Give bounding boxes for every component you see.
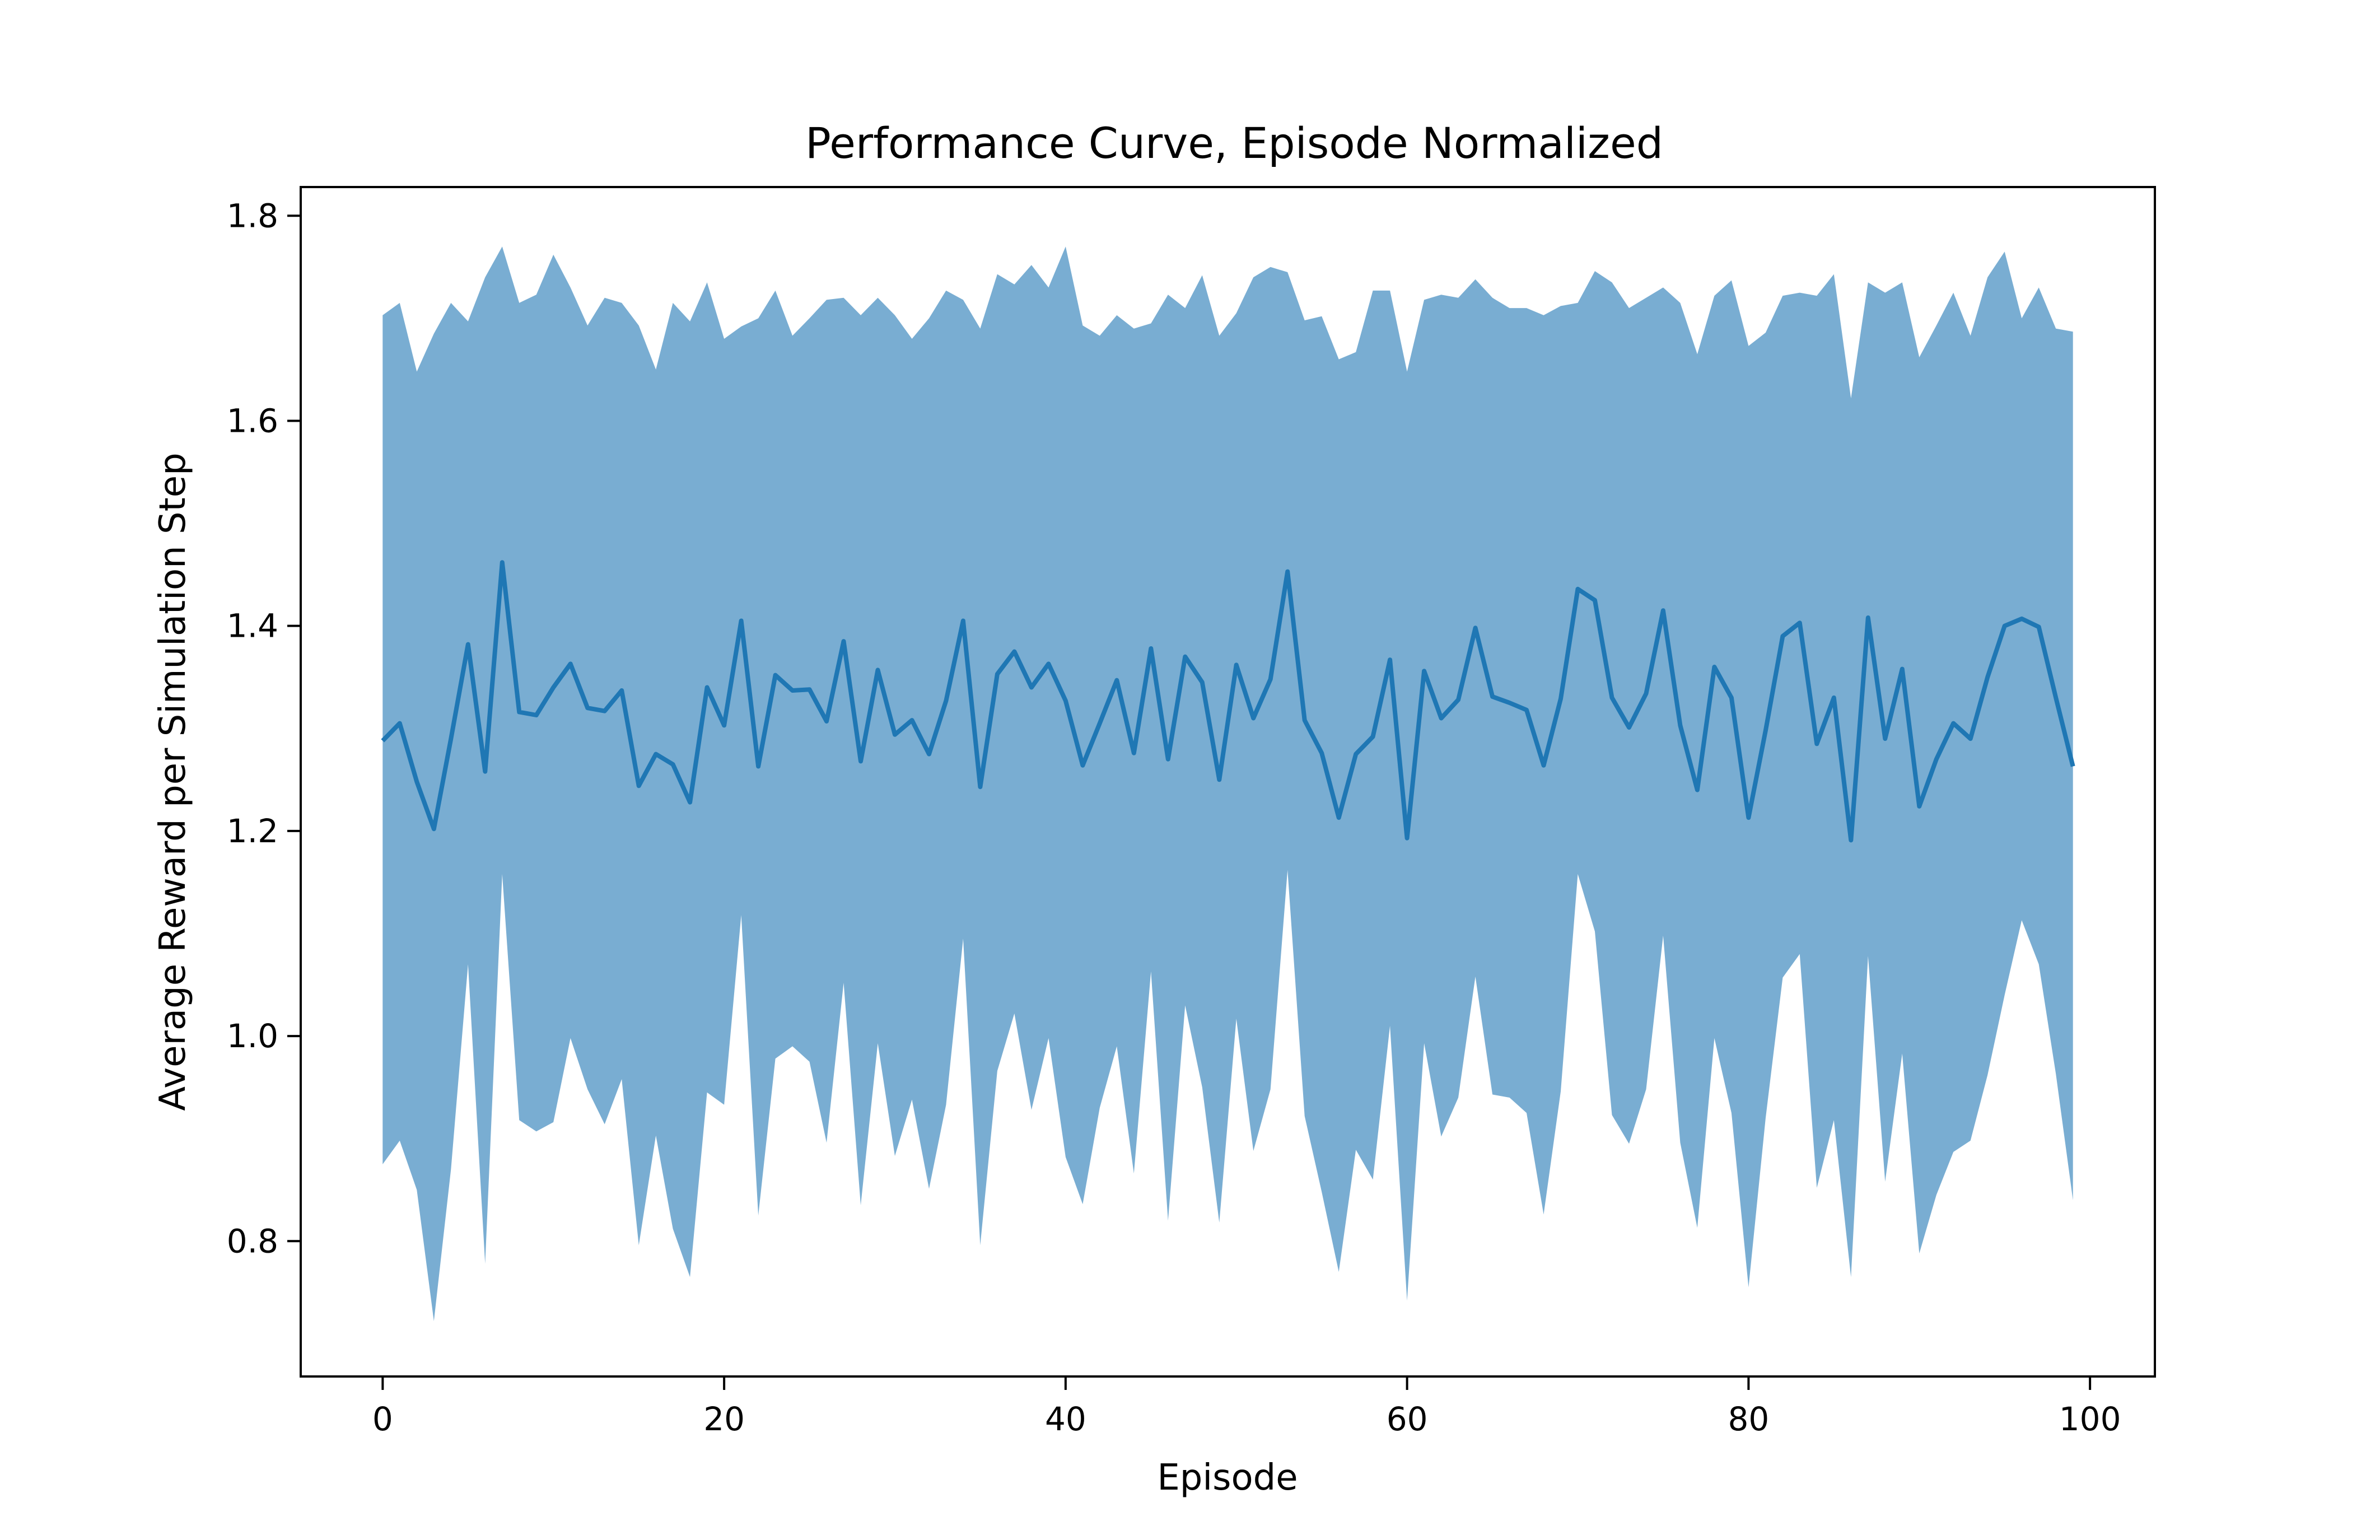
plot-frame <box>300 186 2156 1378</box>
y-tick-label: 0.8 <box>227 1222 278 1260</box>
y-axis: 0.8 1.0 1.2 1.4 1.6 1.8 <box>227 197 301 1260</box>
mean-line <box>381 560 2075 843</box>
y-tick-label: 1.2 <box>227 812 278 850</box>
y-tick-label: 1.4 <box>227 607 278 645</box>
y-tick-label: 1.6 <box>227 402 278 440</box>
std-band <box>382 246 2073 1322</box>
y-axis-label: Average Reward per Simulation Step <box>152 452 194 1110</box>
x-tick-label: 100 <box>2059 1400 2121 1438</box>
x-axis-label: Episode <box>1157 1457 1298 1499</box>
x-axis: 0 20 40 60 80 100 <box>372 1376 2121 1438</box>
plot-area <box>300 186 2156 1378</box>
x-tick-label: 60 <box>1387 1400 1428 1438</box>
x-tick-label: 40 <box>1045 1400 1086 1438</box>
y-tick-label: 1.0 <box>227 1017 278 1055</box>
chart-title: Performance Curve, Episode Normalized <box>805 118 1663 168</box>
x-tick-label: 0 <box>372 1400 393 1438</box>
y-tick-label: 1.8 <box>227 197 278 235</box>
x-tick-label: 80 <box>1728 1400 1769 1438</box>
x-tick-label: 20 <box>703 1400 745 1438</box>
